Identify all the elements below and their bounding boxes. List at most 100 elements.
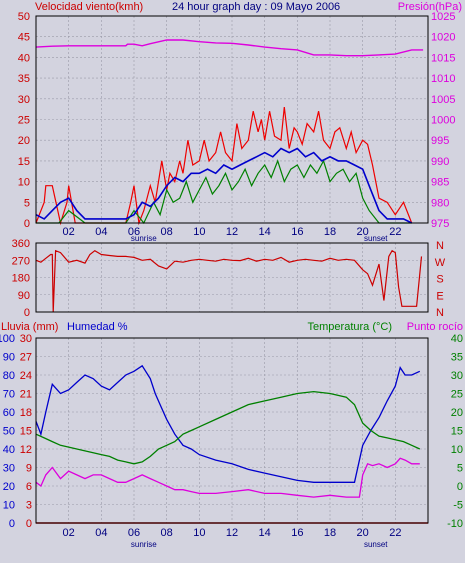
dewpoint-axis-title: Punto rocío — [407, 321, 463, 333]
direction-tick-label: 90 — [18, 290, 30, 302]
temperature-tick-label: 0 — [457, 481, 463, 493]
x-tick-label: 12 — [226, 226, 238, 238]
direction-tick-label: 360 — [12, 238, 30, 250]
wind-speed-axis-title: Velocidad viento(kmh) — [35, 1, 143, 13]
rain-axis-title: Lluvia (mm) — [1, 321, 58, 333]
wind-tick-label: 40 — [18, 52, 30, 64]
wind-frame — [35, 15, 429, 224]
climate-frame — [35, 337, 429, 524]
rain-tick-label: 21 — [20, 389, 32, 401]
temperature-tick-label: 25 — [451, 389, 463, 401]
rain-tick-label: 30 — [20, 333, 32, 345]
rain-tick-label: 18 — [20, 407, 32, 419]
humidity-tick-label: 10 — [3, 500, 15, 512]
temperature-tick-label: 30 — [451, 370, 463, 382]
direction-tick-label: 180 — [12, 273, 30, 285]
x-tick-label: 12 — [226, 527, 238, 539]
compass-label: N — [436, 307, 444, 319]
pressure-tick-label: 1025 — [431, 11, 455, 23]
pressure-tick-label: 990 — [431, 156, 449, 168]
pressure-tick-label: 985 — [431, 177, 449, 189]
rain-tick-label: 27 — [20, 352, 32, 364]
pressure-tick-label: 1000 — [431, 115, 455, 127]
humidity-tick-label: 0 — [9, 518, 15, 530]
wind-tick-label: 30 — [18, 94, 30, 106]
direction-frame — [35, 242, 429, 313]
pressure-tick-label: 995 — [431, 135, 449, 147]
sunset-label: sunset — [364, 540, 388, 549]
humidity-tick-label: 80 — [3, 370, 15, 382]
x-tick-label: 16 — [291, 226, 303, 238]
compass-label: W — [435, 257, 446, 269]
x-tick-label: 02 — [63, 226, 75, 238]
sunrise-label: sunrise — [131, 234, 157, 243]
humidity-tick-label: 90 — [3, 352, 15, 364]
humidity-axis-title: Humedad % — [67, 321, 128, 333]
humidity-line — [35, 364, 421, 483]
x-tick-label: 22 — [389, 226, 401, 238]
x-tick-label: 22 — [389, 527, 401, 539]
x-tick-label: 20 — [357, 226, 369, 238]
x-tick-label: 16 — [291, 527, 303, 539]
wind-tick-label: 50 — [18, 11, 30, 23]
temperature-tick-label: -10 — [447, 518, 463, 530]
humidity-tick-label: 30 — [3, 463, 15, 475]
temperature-tick-label: 15 — [451, 426, 463, 438]
sunset-label: sunset — [364, 234, 388, 243]
dewpoint-line — [35, 457, 420, 498]
x-tick-label: 10 — [193, 527, 205, 539]
pressure-tick-label: 980 — [431, 197, 449, 209]
pressure-tick-label: 1005 — [431, 94, 455, 106]
x-tick-label: 18 — [324, 226, 336, 238]
temperature-tick-label: 20 — [451, 407, 463, 419]
wind-tick-label: 20 — [18, 135, 30, 147]
wind-tick-label: 35 — [18, 73, 30, 85]
sunrise-label: sunrise — [131, 540, 157, 549]
wind-tick-label: 15 — [18, 156, 30, 168]
temperature-line — [35, 390, 421, 465]
rain-tick-label: 15 — [20, 426, 32, 438]
x-tick-label: 14 — [259, 527, 271, 539]
wind-tick-label: 5 — [24, 197, 30, 209]
pressure-tick-label: 975 — [431, 218, 449, 230]
direction-tick-label: 0 — [24, 307, 30, 319]
wind-tick-label: 10 — [18, 177, 30, 189]
temperature-tick-label: 40 — [451, 333, 463, 345]
wind-mean-line — [35, 147, 413, 224]
humidity-tick-label: 60 — [3, 407, 15, 419]
x-tick-label: 02 — [63, 527, 75, 539]
temperature-tick-label: 5 — [457, 463, 463, 475]
compass-label: E — [436, 290, 443, 302]
x-tick-label: 06 — [128, 527, 140, 539]
x-tick-label: 04 — [95, 527, 107, 539]
x-tick-label: 08 — [161, 527, 173, 539]
pressure-tick-label: 1015 — [431, 52, 455, 64]
wind-tick-label: 25 — [18, 115, 30, 127]
wind-tick-label: 0 — [24, 218, 30, 230]
x-tick-label: 04 — [95, 226, 107, 238]
rain-tick-label: 3 — [26, 500, 32, 512]
temperature-axis-title: Temperatura (°C) — [308, 321, 392, 333]
temperature-tick-label: -5 — [453, 500, 463, 512]
x-tick-label: 18 — [324, 527, 336, 539]
humidity-tick-label: 20 — [3, 481, 15, 493]
rain-tick-label: 9 — [26, 463, 32, 475]
x-tick-label: 06 — [128, 226, 140, 238]
wind-tick-label: 45 — [18, 32, 30, 44]
x-tick-label: 14 — [259, 226, 271, 238]
chart-title: 24 hour graph day : 09 Mayo 2006 — [172, 1, 340, 13]
rain-tick-label: 12 — [20, 444, 32, 456]
direction-tick-label: 270 — [12, 255, 30, 267]
wind-direction-line — [35, 249, 423, 313]
pressure-tick-label: 1020 — [431, 32, 455, 44]
compass-label: S — [436, 274, 443, 286]
compass-label: N — [436, 240, 444, 252]
humidity-tick-label: 50 — [3, 426, 15, 438]
pressure-line — [35, 39, 424, 57]
temperature-tick-label: 10 — [451, 444, 463, 456]
x-tick-label: 10 — [193, 226, 205, 238]
temperature-tick-label: 35 — [451, 352, 463, 364]
wind-avg-line — [36, 159, 412, 225]
x-tick-label: 08 — [161, 226, 173, 238]
